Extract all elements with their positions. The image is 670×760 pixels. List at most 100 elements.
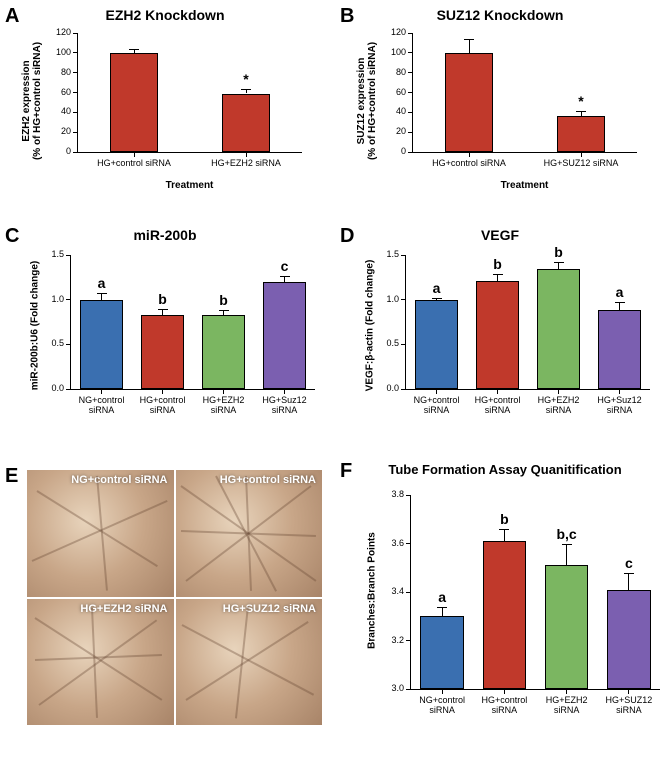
panel-b-xlabel: Treatment <box>412 180 637 191</box>
chart-bar <box>445 53 492 152</box>
chart-bar <box>415 300 458 389</box>
chart-bar <box>483 541 527 689</box>
y-tick-label: 80 <box>43 67 71 77</box>
chart-bar <box>545 565 589 689</box>
panel-a: A EZH2 Knockdown EZH2 expression (% of H… <box>5 5 325 205</box>
panel-a-xlabel: Treatment <box>77 180 302 191</box>
panel-a-chart: 020406080100120HG+control siRNA*HG+EZH2 … <box>77 33 302 153</box>
panel-b-title: SUZ12 Knockdown <box>340 7 660 23</box>
panel-c-title: miR-200b <box>5 227 325 243</box>
y-tick-label: 20 <box>43 126 71 136</box>
y-tick-label: 100 <box>378 47 406 57</box>
panel-a-ylabel: EZH2 expression (% of HG+control siRNA) <box>21 36 43 166</box>
chart-bar <box>476 281 519 389</box>
panel-e: E NG+control siRNA HG+control siRNA HG+EZH… <box>5 465 325 730</box>
y-tick-label: 60 <box>378 87 406 97</box>
y-tick-label: 0.5 <box>371 338 399 348</box>
y-tick-label: 3.0 <box>376 683 404 693</box>
y-tick-label: 3.6 <box>376 538 404 548</box>
y-tick-label: 100 <box>43 47 71 57</box>
x-tick-label: HG+control siRNA <box>473 695 535 715</box>
panel-b-chart: 020406080100120HG+control siRNA*HG+SUZ12… <box>412 33 637 153</box>
y-tick-label: 0.5 <box>36 338 64 348</box>
chart-bar <box>222 94 269 153</box>
panel-e-label: E <box>5 465 18 488</box>
micrograph-label: HG+EZH2 siRNA <box>80 603 167 615</box>
panel-b: B SUZ12 Knockdown SUZ12 expression (% of… <box>340 5 660 205</box>
y-tick-label: 40 <box>43 106 71 116</box>
x-tick-label: HG+control siRNA <box>417 158 522 168</box>
chart-bar <box>141 315 184 389</box>
chart-bar <box>202 315 245 389</box>
significance-marker: * <box>222 71 269 87</box>
significance-marker: b <box>476 256 519 272</box>
significance-marker: b,c <box>545 526 589 542</box>
panel-f: F Tube Formation Assay Quanitification B… <box>340 460 670 750</box>
panel-d: D VEGF VEGF:β-actin (Fold change) 0.00.5… <box>340 225 660 445</box>
x-tick-label: HG+EZH2 siRNA <box>194 158 299 168</box>
micrograph-cell: NG+control siRNA <box>27 470 174 597</box>
y-tick-label: 0.0 <box>36 383 64 393</box>
x-tick-label: HG+control siRNA <box>82 158 187 168</box>
chart-bar <box>598 310 641 389</box>
y-tick-label: 40 <box>378 106 406 116</box>
significance-marker: a <box>598 284 641 300</box>
x-tick-label: HG+SUZ12 siRNA <box>529 158 634 168</box>
chart-bar <box>607 590 651 689</box>
x-tick-label: HG+control siRNA <box>132 395 193 415</box>
panel-d-chart: 0.00.51.01.5aNG+control siRNAbHG+control… <box>405 255 650 390</box>
significance-marker: * <box>557 93 604 109</box>
chart-bar <box>110 53 157 152</box>
x-tick-label: NG+control siRNA <box>411 695 473 715</box>
y-tick-label: 0 <box>378 146 406 156</box>
y-tick-label: 1.5 <box>371 249 399 259</box>
panel-c-chart: 0.00.51.01.5aNG+control siRNAbHG+control… <box>70 255 315 390</box>
chart-bar <box>420 616 464 689</box>
panel-a-title: EZH2 Knockdown <box>5 7 325 23</box>
x-tick-label: HG+EZH2 siRNA <box>193 395 254 415</box>
y-tick-label: 1.5 <box>36 249 64 259</box>
y-tick-label: 20 <box>378 126 406 136</box>
x-tick-label: HG+Suz12 siRNA <box>589 395 650 415</box>
y-tick-label: 60 <box>43 87 71 97</box>
significance-marker: a <box>420 589 464 605</box>
x-tick-label: HG+Suz12 siRNA <box>254 395 315 415</box>
x-tick-label: NG+control siRNA <box>71 395 132 415</box>
x-tick-label: HG+EZH2 siRNA <box>536 695 598 715</box>
significance-marker: a <box>80 275 123 291</box>
chart-bar <box>263 282 306 389</box>
significance-marker: c <box>263 258 306 274</box>
chart-bar <box>80 300 123 389</box>
significance-marker: b <box>202 292 245 308</box>
y-tick-label: 0.0 <box>371 383 399 393</box>
significance-marker: a <box>415 280 458 296</box>
y-tick-label: 80 <box>378 67 406 77</box>
panel-d-ylabel: VEGF:β-actin (Fold change) <box>365 251 376 401</box>
y-tick-label: 120 <box>43 27 71 37</box>
significance-marker: b <box>537 244 580 260</box>
micrograph-cell: HG+EZH2 siRNA <box>27 599 174 726</box>
y-tick-label: 3.4 <box>376 586 404 596</box>
x-tick-label: NG+control siRNA <box>406 395 467 415</box>
panel-b-ylabel: SUZ12 expression (% of HG+control siRNA) <box>356 36 378 166</box>
panel-e-micrographs: NG+control siRNA HG+control siRNA HG+EZH2 … <box>27 470 322 725</box>
panel-f-title: Tube Formation Assay Quanitification <box>340 462 670 477</box>
micrograph-label: HG+SUZ12 siRNA <box>223 603 316 615</box>
x-tick-label: HG+control siRNA <box>467 395 528 415</box>
y-tick-label: 0 <box>43 146 71 156</box>
y-tick-label: 120 <box>378 27 406 37</box>
panel-f-chart: 3.03.23.43.63.8aNG+control siRNAbHG+cont… <box>410 495 660 690</box>
micrograph-cell: HG+control siRNA <box>176 470 323 597</box>
significance-marker: c <box>607 555 651 571</box>
y-tick-label: 1.0 <box>371 294 399 304</box>
x-tick-label: HG+EZH2 siRNA <box>528 395 589 415</box>
panel-d-title: VEGF <box>340 227 660 243</box>
micrograph-label: NG+control siRNA <box>71 474 167 486</box>
panel-c-ylabel: miR-200b:U6 (Fold change) <box>30 251 41 401</box>
panel-c: C miR-200b miR-200b:U6 (Fold change) 0.0… <box>5 225 325 445</box>
x-tick-label: HG+SUZ12 siRNA <box>598 695 660 715</box>
y-tick-label: 1.0 <box>36 294 64 304</box>
y-tick-label: 3.2 <box>376 635 404 645</box>
micrograph-label: HG+control siRNA <box>220 474 316 486</box>
y-tick-label: 3.8 <box>376 489 404 499</box>
